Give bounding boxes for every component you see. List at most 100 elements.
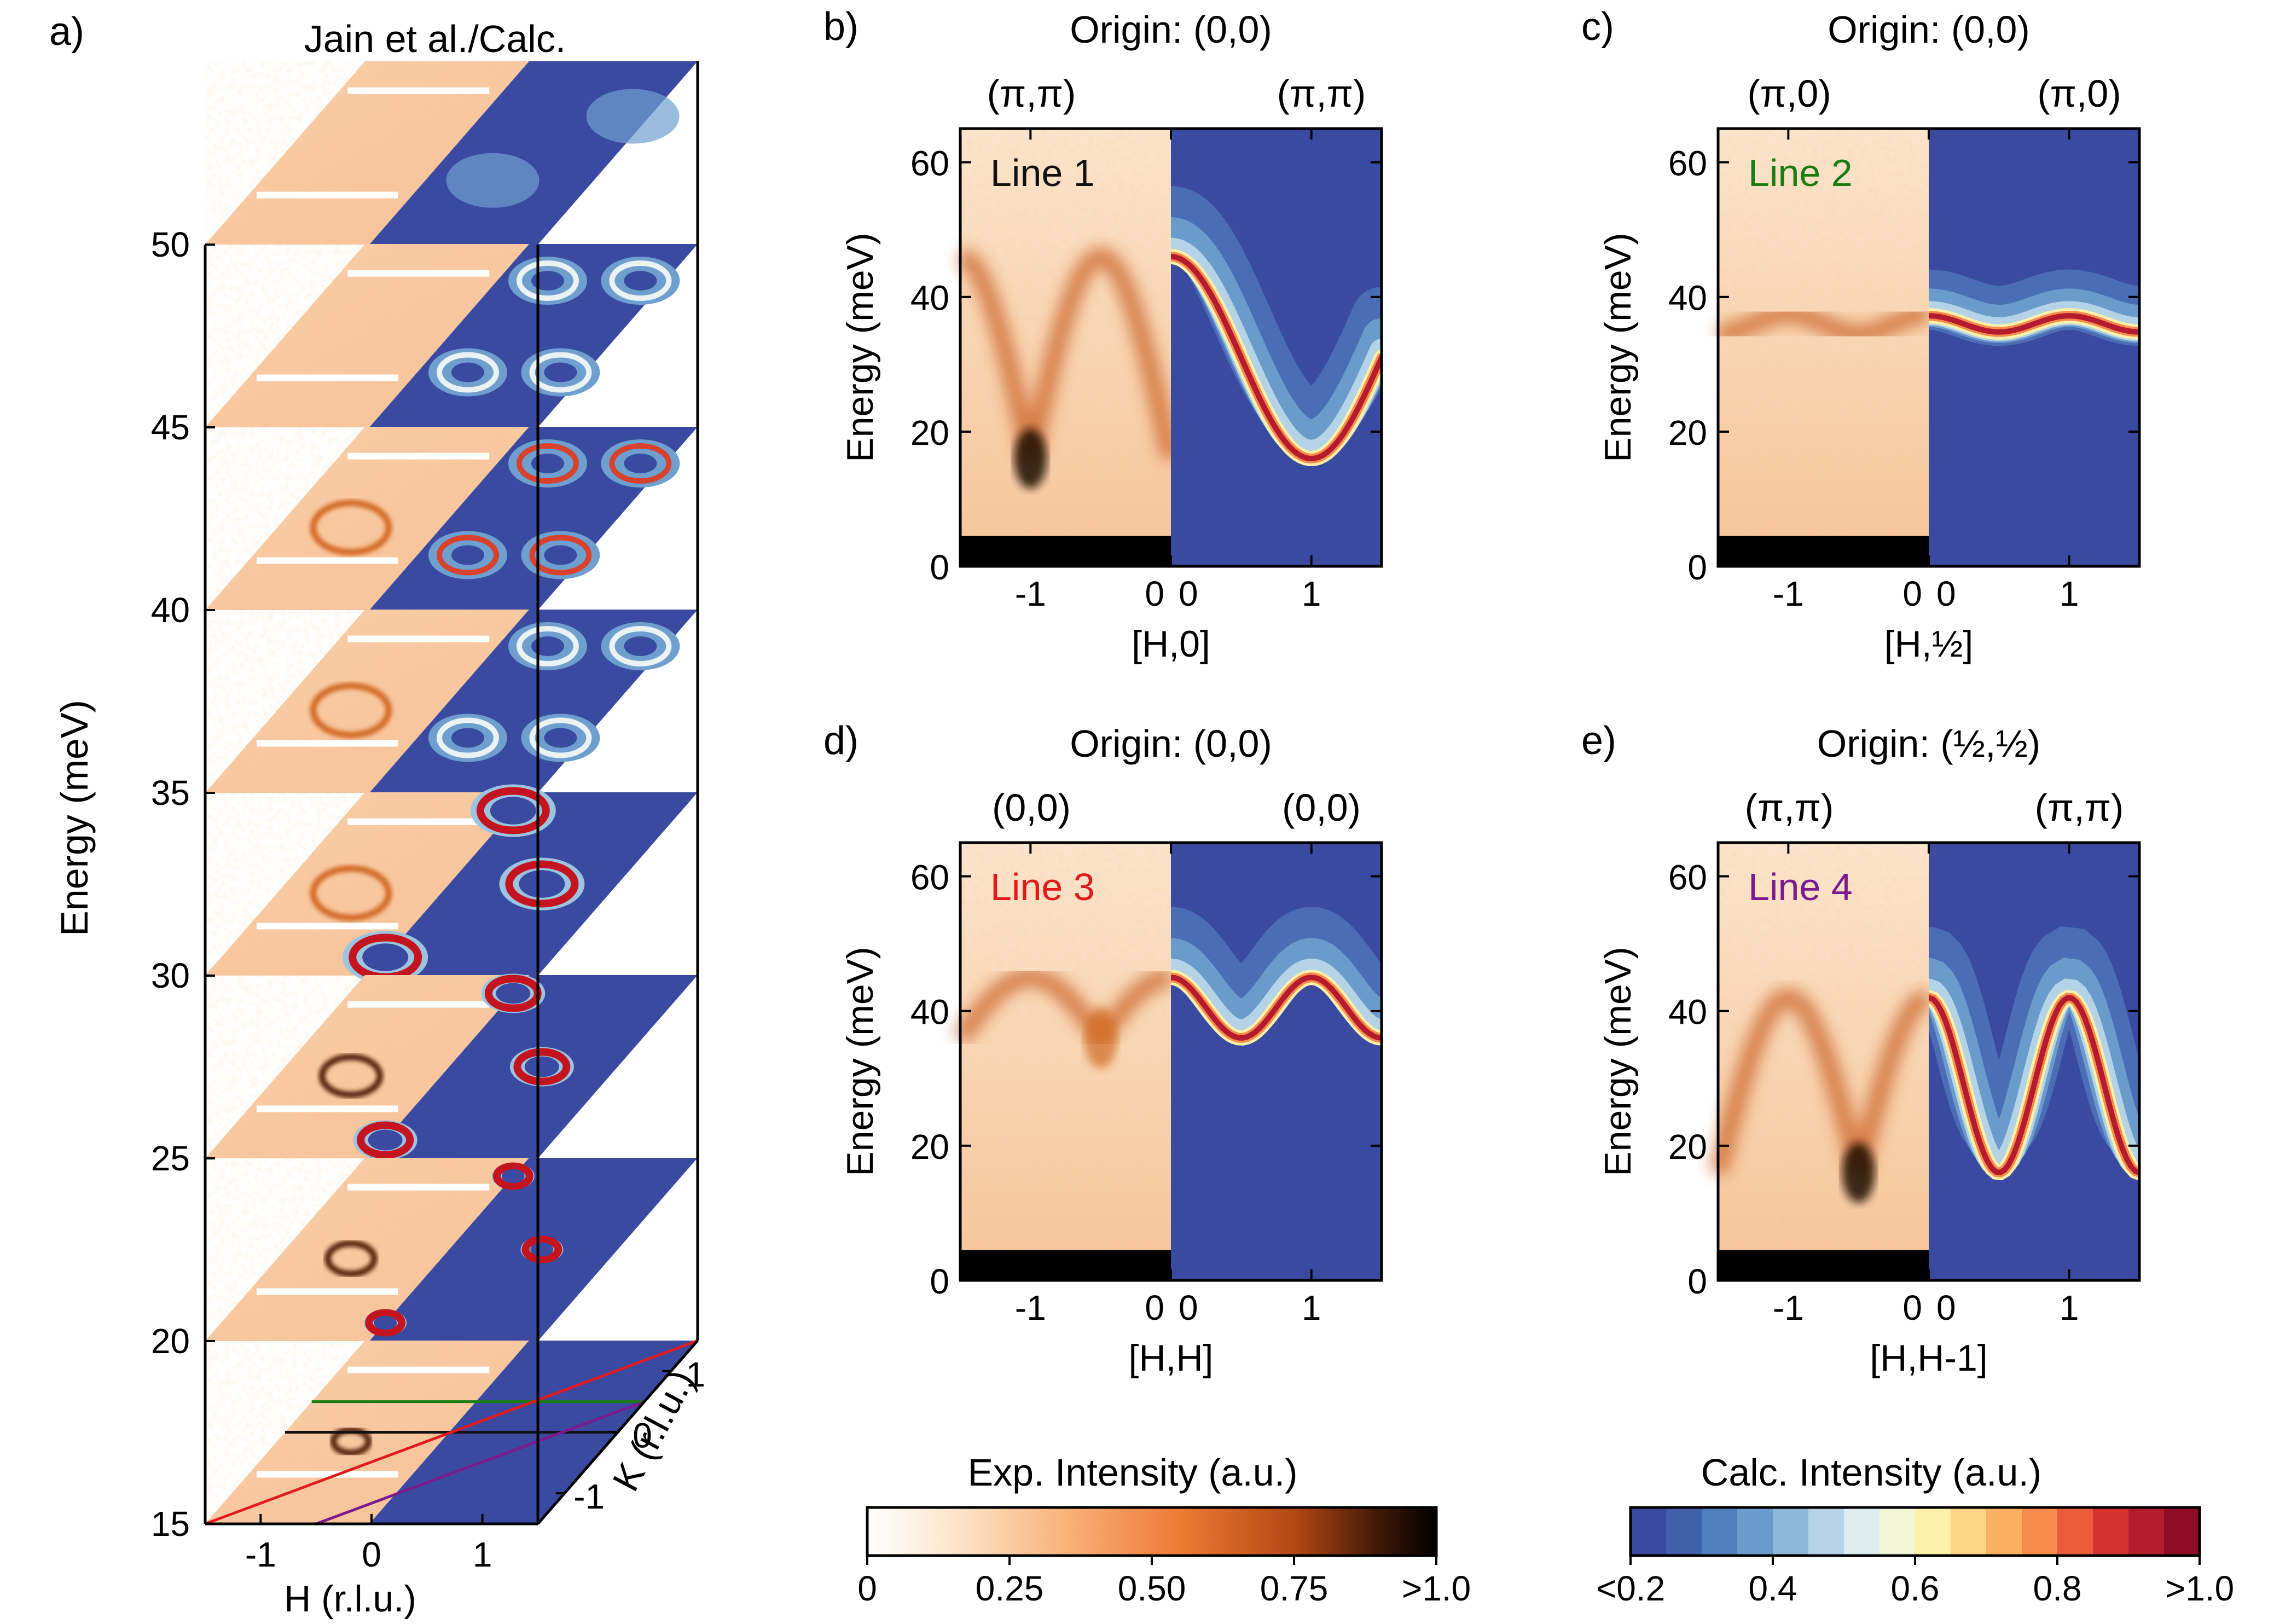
calc-colorbar-swatch [1666, 1507, 1702, 1556]
y-axis-label: Energy (meV) [839, 947, 881, 1176]
x-axis-label: [H,H-1] [1870, 1337, 1987, 1379]
y-axis-label: Energy (meV) [1597, 233, 1639, 462]
panel-label: e) [1581, 719, 1616, 763]
y-tick-label: 40 [910, 993, 949, 1032]
slice-40 [205, 427, 698, 610]
x-axis-label: [H,½] [1884, 623, 1974, 665]
exp-colorbar-tick-label: 0.25 [976, 1569, 1044, 1608]
slice-calc-lobe-core [531, 454, 564, 473]
panel-a-title: Jain et al./Calc. [304, 18, 566, 60]
corner-label-left: (π,0) [1747, 72, 1831, 115]
panel-label: c) [1581, 5, 1614, 49]
corner-label-left: (π,π) [1745, 786, 1834, 829]
k-tick-label: 0 [633, 1416, 652, 1455]
exp-elastic-band [960, 1250, 1171, 1280]
line-label: Line 1 [990, 152, 1095, 194]
slice-exp-ring [324, 1240, 378, 1277]
slice-calc-lobe-core [544, 545, 577, 565]
x-tick-label: -1 [1773, 1288, 1804, 1327]
exp-colorbar-gradient [866, 1506, 1438, 1557]
slice-exp-ring [310, 500, 392, 556]
x-tick-label: 0 [1936, 574, 1956, 613]
cut-line-4 [315, 1400, 645, 1526]
calc-dispersion-band [1171, 975, 1382, 1041]
exp-dispersion [1709, 988, 1931, 1175]
panel-title: Origin: (0,0) [1070, 8, 1272, 51]
calc-colorbar-swatch [1915, 1507, 1951, 1556]
slice-calc-core [374, 1315, 397, 1330]
slice-exp-noise [205, 427, 529, 610]
slice-30 [205, 784, 698, 984]
y-tick-label: 40 [1668, 279, 1707, 318]
exp-elastic-band [1718, 536, 1929, 566]
exp-colorbar-tick-label: 0.75 [1260, 1569, 1329, 1608]
calc-colorbar-swatch [1986, 1507, 2022, 1556]
exp-colorbar-tick-label: >1.0 [1402, 1569, 1471, 1608]
calc-colorbar-swatch [1773, 1507, 1809, 1556]
x-tick-label: -1 [1015, 1288, 1046, 1327]
panel-a-label: a) [49, 10, 84, 54]
exp-dispersion [953, 968, 1172, 1054]
calc-dispersion [1171, 186, 1382, 467]
calc-colorbar-tick-label: >1.0 [2165, 1569, 2234, 1608]
calc-colorbar-tick-label: 0.4 [1749, 1569, 1797, 1608]
panel-title: Origin: (½,½) [1817, 722, 2040, 765]
panel-title: Origin: (0,0) [1070, 722, 1272, 765]
h-tick-label: 0 [362, 1535, 381, 1574]
calc-colorbar-tick-label: 0.8 [2033, 1569, 2082, 1608]
y-tick-label: 40 [910, 279, 949, 318]
calc-dispersion-band [1171, 253, 1382, 462]
panel-label: d) [823, 719, 858, 763]
calc-background [1929, 129, 2139, 566]
slice-calc-lobe-core [624, 636, 657, 656]
h-tick-label: 1 [473, 1535, 492, 1574]
corner-label-right: (0,0) [1282, 786, 1361, 829]
y-axis-label: Energy (meV) [839, 233, 881, 462]
exp-colorbar-title: Exp. Intensity (a.u.) [967, 1451, 1297, 1494]
x-tick-label: 1 [2060, 574, 2079, 613]
y-tick-label: 60 [910, 858, 949, 897]
slice-calc-lobe-ring [529, 535, 592, 576]
exp-noise [1718, 129, 1929, 566]
energy-tick-label: 40 [151, 590, 190, 630]
h-tick-label: -1 [245, 1535, 276, 1574]
panel-a: a) Jain et al./Calc. 15 20 25 30 35 40 45 50 -1 0… [49, 10, 705, 1620]
slice-calc-core [519, 870, 565, 898]
exp-dispersion-min [1842, 1142, 1875, 1203]
calc-colorbar-tick-label: 0.6 [1891, 1569, 1940, 1608]
slice-calc-core [501, 1169, 525, 1184]
slice-calc-lobe-ring [437, 717, 499, 758]
calc-colorbar-swatch [1879, 1507, 1916, 1556]
slice-calc-faint [586, 89, 680, 144]
slice-calc-core [362, 943, 409, 971]
calc-dispersion-band [1929, 313, 2139, 335]
slice-calc-lobe-ring [437, 352, 499, 393]
slice-exp-noise [205, 61, 529, 245]
y-tick-label: 20 [910, 413, 949, 453]
slice-calc-lobe-ring [609, 260, 672, 301]
slice-calc-ring [357, 1121, 414, 1159]
calc-colorbar-swatch [1951, 1507, 1987, 1556]
x-tick-label: 0 [1936, 1288, 1956, 1327]
corner-label-right: (π,π) [1277, 72, 1366, 115]
slice-calc-faint [446, 153, 540, 208]
slice-exp-noise [205, 244, 529, 427]
slice-15 [205, 1339, 698, 1526]
panel-a-ylabel: Energy (meV) [53, 700, 96, 936]
slice-calc-core [530, 1242, 554, 1257]
x-tick-label: 0 [1179, 574, 1198, 613]
slice-calc-lobe-ring [517, 443, 579, 484]
slice-20 [205, 1158, 698, 1341]
energy-tick-label: 25 [151, 1139, 190, 1178]
energy-tick-label: 30 [151, 956, 190, 995]
exp-noise [960, 843, 1171, 1280]
corner-label-right: (π,π) [2035, 786, 2124, 829]
exp-elastic-band [1718, 1250, 1929, 1280]
slice-calc-ring [492, 1162, 533, 1190]
slice-25 [205, 973, 698, 1160]
calc-dispersion [1171, 907, 1382, 1046]
